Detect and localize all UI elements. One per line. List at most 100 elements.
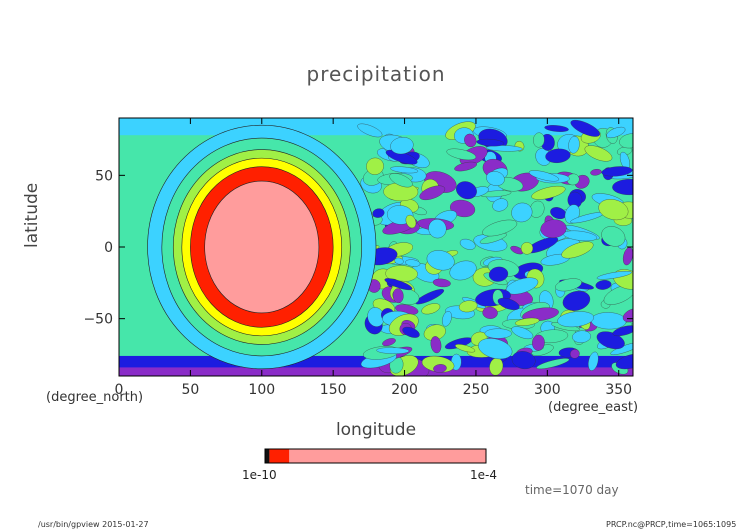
noise-blob [484,328,512,339]
noise-blob [569,349,580,359]
noise-blob [540,219,567,238]
noise-blob [402,326,420,338]
noise-blob [520,242,534,255]
noise-blob [421,303,441,315]
noise-blob [382,338,396,347]
noise-blob [454,161,477,172]
noise-blob [511,202,533,223]
noise-blob [390,137,414,155]
noise-blob [545,148,571,163]
y-tick-label: −50 [83,312,113,328]
noise-blob [428,219,447,239]
noise-blob [511,326,534,339]
x-axis-label: longitude [335,420,417,440]
noise-blob [459,238,476,250]
noise-blob [533,132,545,148]
noise-blob [536,358,570,370]
noise-blob [442,311,452,327]
noise-blob [598,199,629,221]
noise-blob [366,157,384,175]
x-axis: 0 50 100 150 200 250 300 350 [115,118,632,398]
x-tick-label: 300 [534,382,561,398]
colorbar-segment [265,449,270,463]
noise-blob [584,145,613,162]
colorbar-min-label: 1e-10 [242,468,277,482]
noise-blob [433,364,447,373]
noise-blob [488,266,509,282]
noise-blob [603,284,633,305]
y-axis-units: (degree_north) [46,390,144,405]
noise-blob [612,325,633,337]
footer-program: /usr/bin/gpview 2015-01-27 [38,520,149,529]
contour-level-6 [204,180,320,314]
noise-blob [497,297,520,310]
noise-blob [376,347,410,354]
colorbar-segment [269,449,290,463]
time-annotation: time=1070 day [525,483,619,497]
x-tick-label: 100 [248,382,275,398]
noise-blob [522,307,559,322]
noise-blob [562,290,591,311]
noise-blob [570,119,600,137]
noise-blob [486,171,505,186]
noise-blob [486,145,523,152]
noise-blob [405,214,417,229]
colorbar [264,448,487,464]
noise-blob [357,123,383,138]
noise-blob [568,136,580,154]
noise-blob [482,306,498,319]
noise-blob [455,344,476,353]
noise-blob [555,278,582,292]
noise-blob [478,338,513,360]
noise-blob [561,241,594,259]
noise-blob [615,353,633,370]
x-tick-label: 200 [391,382,418,398]
precipitation-field [119,118,633,376]
y-tick-label: 0 [104,240,113,256]
noise-blob [619,133,633,149]
y-axis-label: latitude [22,182,42,248]
noise-blob [458,300,478,313]
x-tick-label: 50 [181,382,199,398]
noise-blob [449,260,477,281]
noise-blob [610,342,633,355]
x-axis-units: (degree_east) [548,400,639,415]
colorbar-max-label: 1e-4 [470,468,497,482]
south-polar-core [119,367,633,376]
noise-blob [426,250,455,271]
noise-blob [392,288,404,304]
noise-blob [601,226,626,247]
y-axis: 50 0 −50 [83,168,633,328]
noise-blob [514,317,540,326]
y-tick-label: 50 [95,168,113,184]
noise-blob [492,198,509,212]
noise-blob [405,259,421,267]
noise-blob [482,219,518,237]
noise-blob [464,133,477,148]
noise-blob [606,126,626,139]
noise-blob [456,181,477,200]
noise-blob [446,148,477,161]
noise-blob [476,138,505,147]
noise-blob [601,166,633,177]
chart-title: precipitation [306,62,446,86]
noise-blob [590,169,602,176]
noise-blob [390,166,419,174]
noise-blob [430,336,442,354]
noise-blob [394,257,404,265]
noise-blob [557,311,594,328]
noise-blob [531,186,566,200]
x-tick-label: 350 [605,382,632,398]
colorbar-segment [289,449,486,463]
noise-blob [389,173,413,188]
noise-blob [544,125,569,132]
x-tick-label: 150 [320,382,347,398]
noise-blob [612,179,633,196]
noise-blob [419,185,446,201]
noise-blob [372,208,385,218]
noise-blob [511,351,536,370]
x-tick-label: 250 [463,382,490,398]
noise-blob [532,334,545,351]
footer-source: PRCP.nc@PRCP,time=1065:1095 [606,520,737,529]
